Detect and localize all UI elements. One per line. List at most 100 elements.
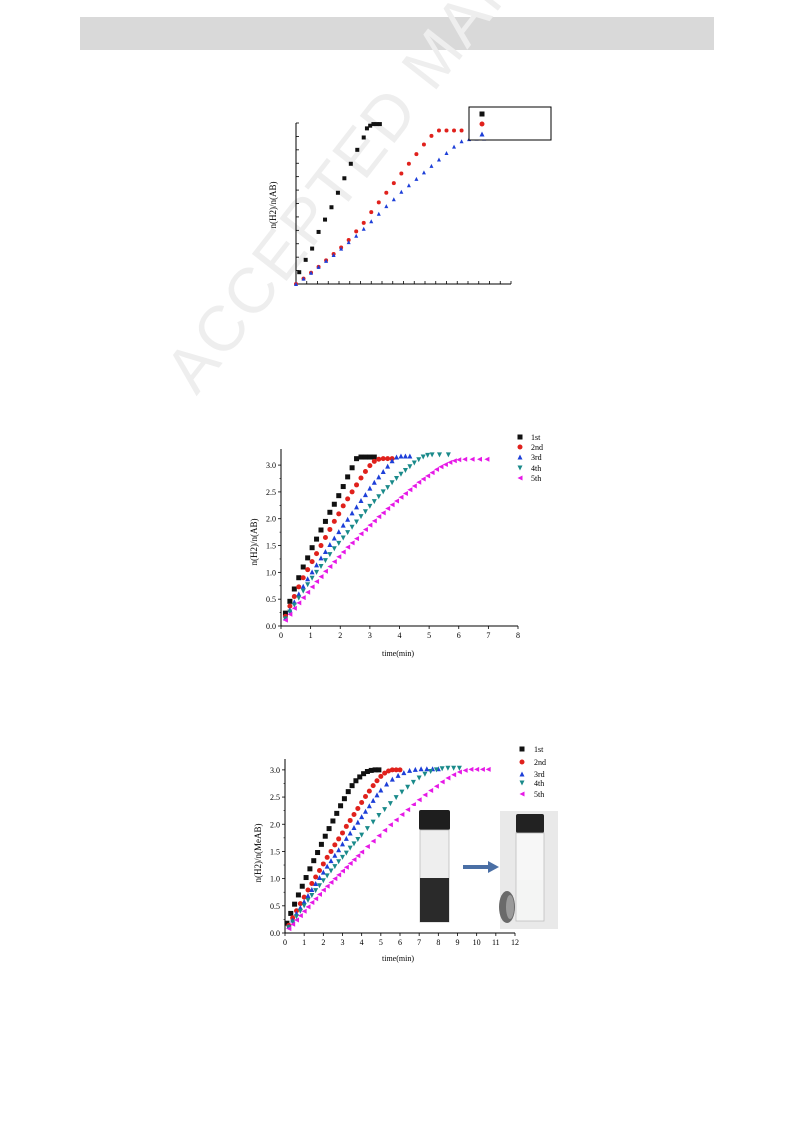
chart-3-series-3-point (389, 776, 395, 782)
chart-2-series-5-point (318, 574, 324, 580)
chart-3-axes: 0.00.51.01.52.02.53.00 1 2 3 4 5 6 7 8 9 10 11 12 (270, 759, 519, 947)
chart-2-series-5-point (327, 563, 333, 569)
chart-3-series-2-point (328, 848, 334, 854)
chart-2-series-4-point (411, 460, 417, 466)
chart-2-ylabel: n(H2)/n(AB) (249, 519, 259, 566)
chart-2-series-3-point (385, 463, 391, 469)
y-tick-label: 3.0 (266, 461, 276, 470)
x-tick-label: 3 (341, 938, 345, 947)
chart-2-series-2-point (314, 551, 320, 557)
chart-1-series-1-point (374, 122, 379, 127)
chart-1-series-2-point (384, 190, 389, 195)
chart-3-series-5-point (317, 891, 322, 897)
x-tick-label: 0 (283, 938, 287, 947)
chart-2-series-5-point (331, 559, 337, 565)
chart-2-series-3-point (402, 453, 408, 459)
chart-1-series-1-point (364, 126, 369, 131)
chart-2-series-4-point (436, 452, 442, 458)
chart-2-series-4-point (367, 503, 373, 509)
chart-2-series-2-point (318, 543, 324, 549)
chart-3-series-3-point (355, 819, 361, 825)
chart-1-series-1-point (377, 122, 382, 127)
chart-2-series-4-point (287, 609, 293, 615)
chart-2-series-2-point (349, 489, 355, 495)
chart-1-series-3-point (414, 176, 419, 181)
chart-1-axes (295, 122, 512, 285)
chart-3-series-3-point (359, 814, 365, 820)
chart-2-series-5-point (476, 456, 482, 462)
chart-3-series-4-point (340, 854, 345, 860)
chart-2-series-4-point (354, 519, 360, 525)
chart-3-series-4-point (328, 868, 334, 874)
chart-2-series-5-point (484, 456, 490, 462)
chart-3-series-3-point (351, 825, 357, 831)
chart-3-ylabel: n(H2)/n(MeAB) (253, 824, 263, 883)
chart-2-series-4-point (402, 467, 408, 473)
chart-3-series-5-point (451, 772, 457, 778)
chart-2-series-3-point (354, 504, 360, 510)
chart-2-series-4-point (416, 457, 422, 463)
chart-1-series-1-point (348, 161, 353, 166)
chart-3-series-4-point (317, 883, 322, 889)
chart-2-series-4-point (371, 499, 377, 505)
chart-2-series-4-point (349, 524, 355, 530)
chart-3-series-5-point (297, 913, 303, 919)
chart-3-series-5-point (399, 811, 405, 817)
chart-3-series-1-point (357, 774, 363, 780)
chart-3-series-1-point (307, 866, 313, 872)
chart-2-series-3-point (314, 562, 320, 568)
chart-3-series-2-point (351, 811, 357, 817)
chart-3-series-5-point (343, 864, 349, 870)
chart-3-series-5-point (382, 827, 388, 833)
chart-3-series-2-point (320, 861, 326, 867)
chart-3-series-1-point (372, 767, 378, 773)
chart-3-series-5-point (462, 767, 468, 773)
x-tick-label: 1 (302, 938, 306, 947)
chart-2-series-4-point (296, 595, 302, 601)
chart-3-series-2-point (309, 881, 315, 887)
chart-2-series-5-point (305, 589, 311, 595)
chart-2-series-5-point (451, 458, 457, 464)
chart-1-series-3-point (324, 258, 329, 263)
chart-2-series-2-point (305, 567, 311, 573)
chart-1-series-3-point (421, 170, 426, 175)
chart-3-series-5-point (456, 769, 462, 775)
chart-3-series-1-point (318, 841, 324, 847)
chart-3-series-1-point (330, 818, 336, 824)
chart-2-series-4-point (331, 546, 337, 552)
chart-3-series-1-point (303, 875, 309, 881)
chart-3-series-4-point (382, 807, 388, 813)
chart-2-series-5-point (296, 600, 302, 606)
chart-2-series-4-point (318, 563, 324, 569)
chart-2-legend-label-4th: 4th (531, 464, 541, 473)
chart-2-series-5-point (371, 518, 377, 524)
chart-3-series-4-point (351, 841, 357, 847)
chart-1-series-2-point (369, 210, 374, 215)
chart-3-series-2-point (355, 805, 361, 811)
y-tick-label: 0.0 (266, 622, 276, 631)
chart-2-series-5-point (398, 494, 404, 500)
y-tick-label: 1.0 (266, 568, 276, 577)
chart-3-series-3-point (370, 797, 376, 803)
x-tick-label: 3 (368, 631, 372, 640)
chart-3-series-3-point (412, 766, 418, 772)
chart-3-series-4-point (305, 897, 311, 903)
vial-clear-cap (516, 814, 544, 833)
chart-3-series-5-point (445, 775, 451, 781)
chart-3-series-4-point (393, 795, 399, 801)
chart-3-series-2-point (301, 894, 307, 900)
chart-3-series-2-point (324, 854, 330, 860)
chart-2-axes: 0.0 0.5 1.0 1.5 2.0 2.5 3.0 0 1 2 3 4 5 6 7 8 (266, 449, 520, 640)
chart-2-series-5-point (411, 483, 417, 489)
chart-3-series-5-point (428, 788, 434, 794)
chart-2-series-5-point (442, 462, 448, 468)
chart-3-series-1-point (292, 901, 298, 907)
x-tick-label: 2 (338, 631, 342, 640)
chart-2-series-1-point (327, 509, 333, 515)
chart-2-series-3-point (345, 516, 351, 522)
chart-1-series-3-point (309, 270, 314, 275)
chart-3-series-3-point (407, 767, 413, 773)
chart-3-series-5-point (294, 917, 299, 923)
chart-3-series-3-point (340, 841, 345, 847)
